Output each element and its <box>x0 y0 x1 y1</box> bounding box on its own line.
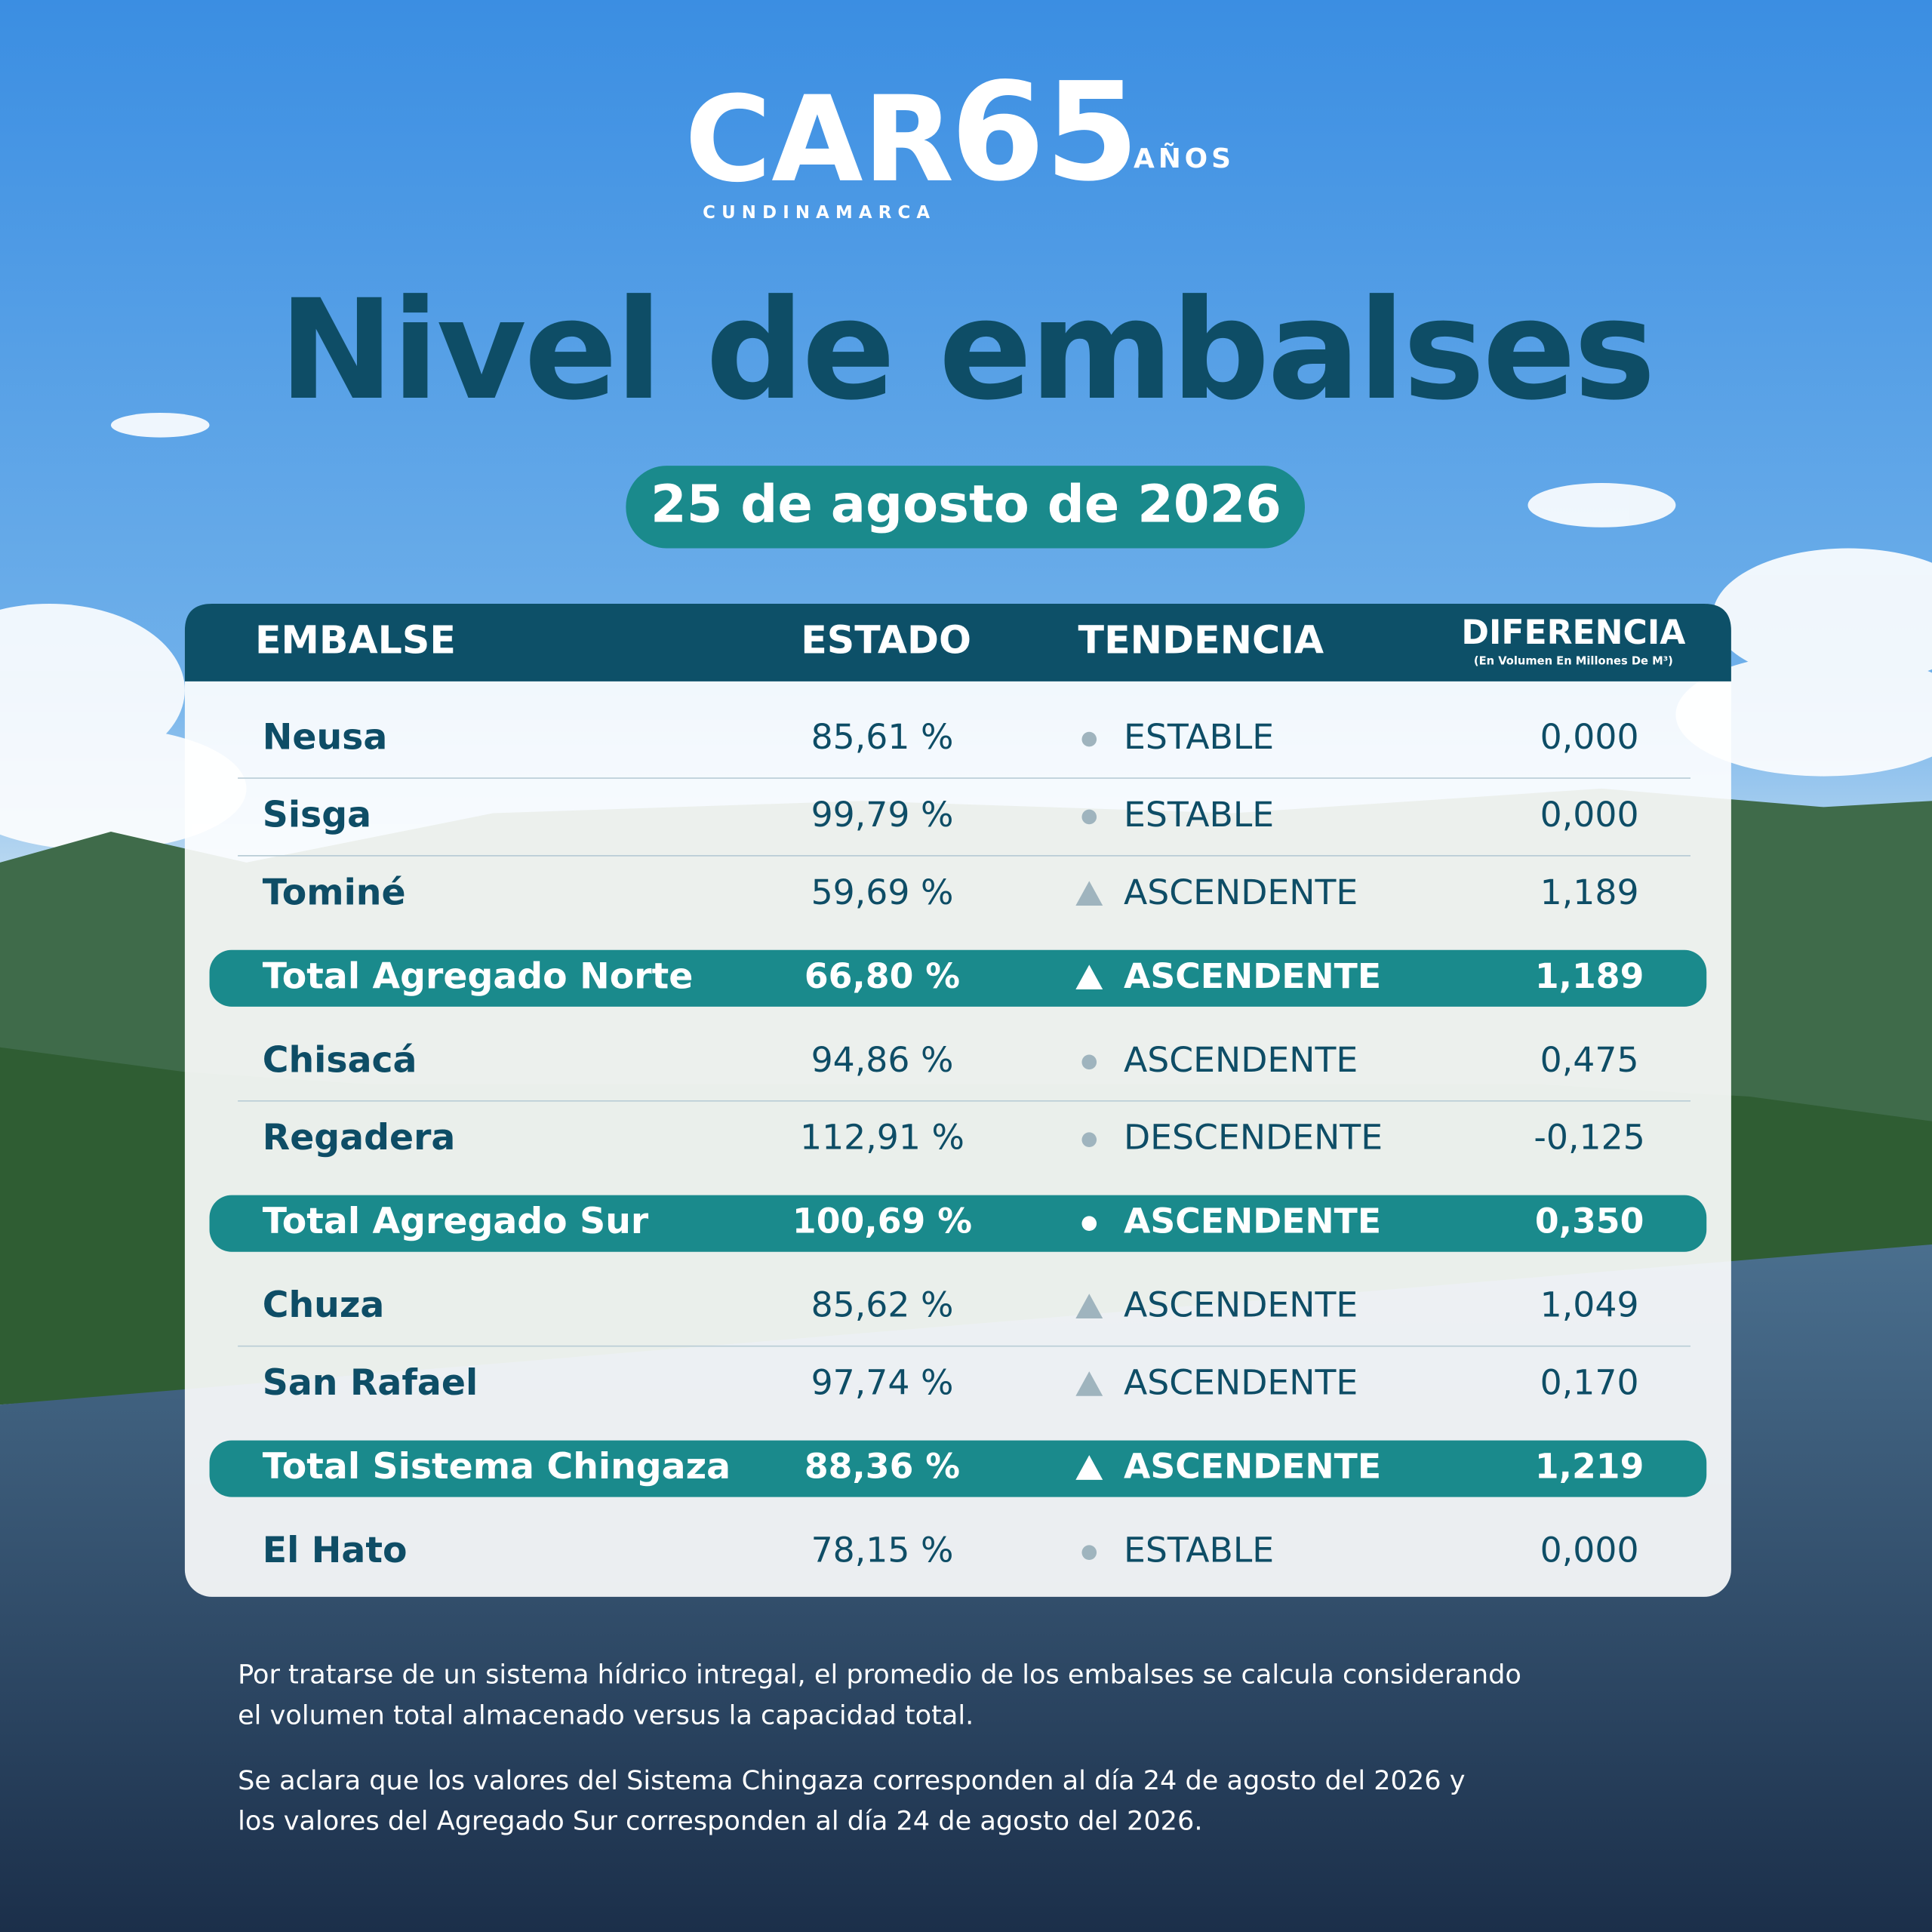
tendencia-value: ASCENDENTE <box>1124 1285 1358 1325</box>
embalse-name: Regadera <box>263 1117 456 1158</box>
estado-value: 94,86 % <box>811 1040 954 1080</box>
embalse-name: El Hato <box>263 1530 408 1571</box>
note-line: Por tratarse de un sistema hídrico intre… <box>238 1659 1521 1690</box>
diferencia-value: 0,000 <box>1540 795 1639 835</box>
trend-icon <box>1075 1294 1103 1318</box>
trend-icon <box>1081 1545 1097 1560</box>
tendencia-value: ESTABLE <box>1124 795 1274 835</box>
diferencia-value: 0,000 <box>1540 1531 1639 1571</box>
embalse-name: Chisacá <box>263 1039 417 1081</box>
note-line: Se aclara que los valores del Sistema Ch… <box>238 1765 1465 1796</box>
estado-value: 100,69 % <box>792 1201 972 1241</box>
column-header: EMBALSE <box>255 618 456 663</box>
notes: Por tratarse de un sistema hídrico intre… <box>238 1659 1521 1836</box>
tendencia-value: ESTABLE <box>1124 717 1274 757</box>
logo-anniversary: 65 <box>951 54 1140 211</box>
estado-value: 59,69 % <box>811 872 954 912</box>
title: Nivel de embalses <box>278 270 1653 431</box>
diferencia-value: 1,219 <box>1535 1447 1644 1487</box>
trend-icon <box>1081 1132 1097 1147</box>
estado-value: 66,80 % <box>804 956 960 996</box>
tendencia-value: ASCENDENTE <box>1124 872 1358 912</box>
diferencia-value: 1,049 <box>1540 1285 1639 1325</box>
embalse-name: Tominé <box>263 872 406 913</box>
trend-icon <box>1075 964 1103 990</box>
estado-value: 112,91 % <box>800 1118 964 1158</box>
diferencia-value: 0,000 <box>1540 717 1639 757</box>
trend-icon <box>1081 731 1097 747</box>
date: 25 de agosto de 2026 <box>651 475 1281 535</box>
embalse-name: Chuza <box>263 1284 385 1326</box>
diferencia-value: 0,475 <box>1540 1040 1639 1080</box>
diferencia-value: 1,189 <box>1535 956 1644 996</box>
estado-value: 85,61 % <box>811 717 954 757</box>
embalse-name: Total Sistema Chingaza <box>263 1446 731 1487</box>
logo-anniversary-label: AÑOS <box>1134 143 1235 174</box>
tendencia-value: ASCENDENTE <box>1124 1201 1381 1241</box>
table-header <box>184 604 1731 681</box>
embalse-name: Total Agregado Norte <box>263 955 694 997</box>
embalse-name: Neusa <box>263 717 388 758</box>
trend-icon <box>1075 1371 1103 1396</box>
note-line: los valores del Agregado Sur corresponde… <box>238 1806 1202 1837</box>
total-row-band <box>209 1195 1707 1252</box>
embalse-name: Sisga <box>263 794 371 835</box>
date-pill <box>626 466 1305 549</box>
tendencia-value: ESTABLE <box>1124 1531 1274 1571</box>
table-rows: Neusa 85,61 % ESTABLE 0,000 Sisga 99,79 % ESTA… <box>209 717 1707 1571</box>
clouds <box>0 412 1932 851</box>
embalse-name: Total Agregado Sur <box>263 1201 649 1242</box>
column-header: ESTADO <box>801 618 971 663</box>
diferencia-value: 0,350 <box>1535 1201 1644 1241</box>
embalse-name: San Rafael <box>263 1362 478 1404</box>
total-row-band <box>209 1440 1707 1497</box>
note-line: el volumen total almacenado versus la ca… <box>238 1700 974 1730</box>
estado-value: 97,74 % <box>811 1363 954 1403</box>
logo-region: CUNDINAMARCA <box>703 203 936 223</box>
logo-brand: CAR <box>685 71 954 208</box>
column-header: DIFERENCIA <box>1461 614 1685 652</box>
trend-icon <box>1081 1054 1097 1070</box>
trend-icon <box>1081 809 1097 825</box>
estado-value: 78,15 % <box>811 1531 954 1571</box>
estado-value: 99,79 % <box>811 795 954 835</box>
total-row-band <box>209 949 1707 1007</box>
estado-value: 85,62 % <box>811 1285 954 1325</box>
estado-value: 88,36 % <box>804 1447 960 1487</box>
tendencia-value: DESCENDENTE <box>1124 1118 1383 1158</box>
column-header: TENDENCIA <box>1078 618 1324 663</box>
tendencia-value: ASCENDENTE <box>1124 1040 1358 1080</box>
tendencia-value: ASCENDENTE <box>1124 956 1381 996</box>
tendencia-value: ASCENDENTE <box>1124 1363 1358 1403</box>
diferencia-value: 1,189 <box>1540 872 1639 912</box>
trend-icon <box>1075 1455 1103 1480</box>
trend-icon <box>1075 881 1103 906</box>
tendencia-value: ASCENDENTE <box>1124 1447 1381 1487</box>
trend-icon <box>1081 1216 1097 1232</box>
diferencia-value: -0,125 <box>1534 1118 1644 1158</box>
column-note: (En Volumen En Millones De M³) <box>1474 655 1673 668</box>
diferencia-value: 0,170 <box>1540 1363 1639 1403</box>
